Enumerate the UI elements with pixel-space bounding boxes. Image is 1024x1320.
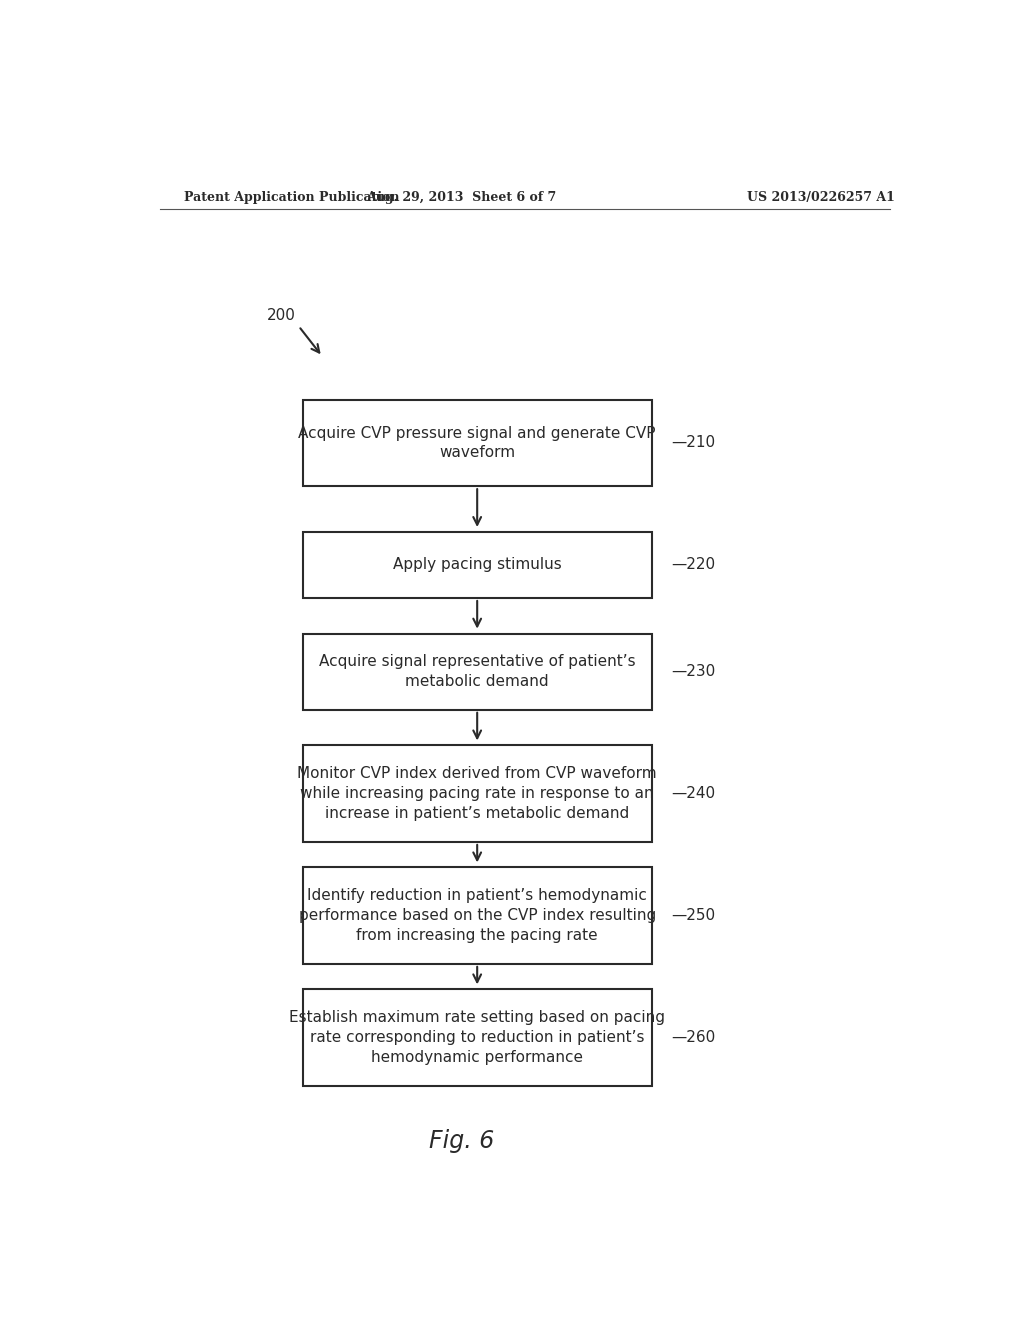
FancyBboxPatch shape [303, 634, 652, 710]
Text: —240: —240 [672, 787, 716, 801]
Text: —210: —210 [672, 436, 716, 450]
FancyBboxPatch shape [303, 400, 652, 486]
Text: Acquire signal representative of patient’s
metabolic demand: Acquire signal representative of patient… [318, 655, 636, 689]
Text: Aug. 29, 2013  Sheet 6 of 7: Aug. 29, 2013 Sheet 6 of 7 [367, 190, 556, 203]
Text: Apply pacing stimulus: Apply pacing stimulus [393, 557, 561, 573]
Text: —220: —220 [672, 557, 716, 573]
Text: 200: 200 [267, 309, 296, 323]
FancyBboxPatch shape [303, 746, 652, 842]
Text: US 2013/0226257 A1: US 2013/0226257 A1 [748, 190, 895, 203]
Text: Identify reduction in patient’s hemodynamic
performance based on the CVP index r: Identify reduction in patient’s hemodyna… [299, 888, 655, 942]
FancyBboxPatch shape [303, 989, 652, 1086]
Text: Patent Application Publication: Patent Application Publication [183, 190, 399, 203]
Text: —230: —230 [672, 664, 716, 680]
FancyBboxPatch shape [303, 532, 652, 598]
Text: Monitor CVP index derived from CVP waveform
while increasing pacing rate in resp: Monitor CVP index derived from CVP wavef… [297, 767, 657, 821]
Text: Fig. 6: Fig. 6 [429, 1129, 494, 1154]
Text: Establish maximum rate setting based on pacing
rate corresponding to reduction i: Establish maximum rate setting based on … [289, 1010, 666, 1065]
FancyBboxPatch shape [303, 867, 652, 964]
Text: Acquire CVP pressure signal and generate CVP
waveform: Acquire CVP pressure signal and generate… [298, 425, 656, 461]
Text: —250: —250 [672, 908, 716, 923]
Text: —260: —260 [672, 1030, 716, 1045]
